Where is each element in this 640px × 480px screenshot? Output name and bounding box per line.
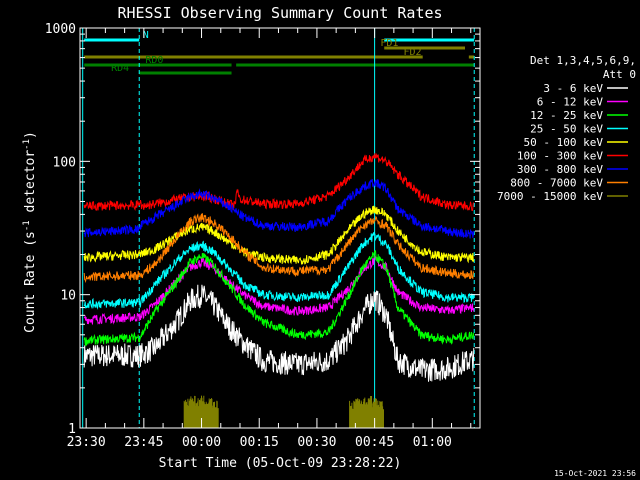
x-axis-label: Start Time (05-Oct-09 23:28:22) <box>159 456 402 471</box>
series-line <box>83 284 475 382</box>
legend-entry: 25 - 50 keV <box>530 123 603 136</box>
legend-entry: 50 - 100 keV <box>524 136 604 149</box>
series-line <box>83 231 475 310</box>
series-line <box>83 205 475 265</box>
x-tick-label: 23:45 <box>124 435 163 450</box>
x-tick-label: 23:30 <box>67 435 106 450</box>
y-axis: 1 10 100 1000 <box>45 22 480 437</box>
flag-label: FD1 <box>380 38 398 49</box>
series-line <box>83 255 475 326</box>
series-line <box>83 213 475 284</box>
flag-label: N <box>143 30 149 41</box>
series-line <box>83 250 475 347</box>
legend-entry: 800 - 7000 keV <box>510 177 603 190</box>
y-axis-label: Count Rate (s-1 detector-1) <box>22 131 38 333</box>
y-tick-label: 1000 <box>45 22 76 37</box>
flag-label: RD4 <box>111 63 129 74</box>
legend-entry: 300 - 800 keV <box>517 163 603 176</box>
legend-header-1: Det 1,3,4,5,6,9, <box>530 54 636 67</box>
legend-entry: 6 - 12 keV <box>537 96 604 109</box>
x-tick-label: 01:00 <box>413 435 452 450</box>
plot-frame <box>79 27 481 429</box>
legend-entry: 7000 - 15000 keV <box>497 190 603 203</box>
series-lines <box>83 152 475 428</box>
series-line <box>183 395 384 428</box>
timestamp: 15-Oct-2021 23:56 <box>554 469 636 478</box>
x-tick-label: 00:30 <box>297 435 336 450</box>
y-tick-label: 100 <box>53 155 76 170</box>
legend-header-2: Att 0 <box>603 68 636 81</box>
x-tick-label: 00:00 <box>182 435 221 450</box>
legend-entry: 12 - 25 keV <box>530 109 603 122</box>
series-line <box>83 152 475 212</box>
observing-flags: N FD1 FD2 RD0 RD4 <box>84 30 475 75</box>
legend-entry: 100 - 300 keV <box>517 150 603 163</box>
series-line <box>83 178 475 239</box>
x-axis: 23:30 23:45 00:00 00:15 00:30 00:45 01:00 <box>67 28 472 450</box>
chart-title: RHESSI Observing Summary Count Rates <box>117 4 442 22</box>
legend-entry: 3 - 6 keV <box>543 82 603 95</box>
x-tick-label: 00:45 <box>355 435 394 450</box>
x-tick-label: 00:15 <box>240 435 279 450</box>
y-tick-label: 10 <box>60 289 76 304</box>
flag-label: RD0 <box>145 55 163 66</box>
y-tick-label: 1 <box>68 422 76 437</box>
flag-label: FD2 <box>403 47 421 58</box>
